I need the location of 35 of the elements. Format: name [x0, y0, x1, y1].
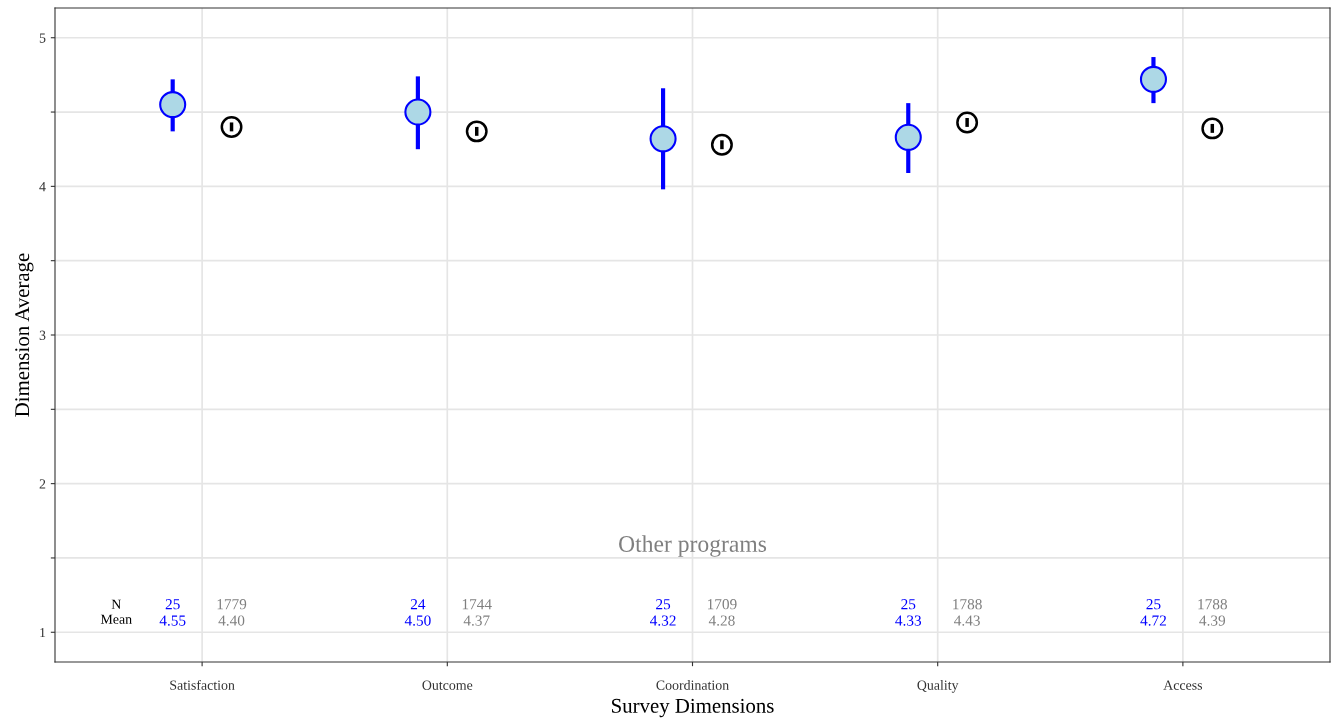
annotation: 4.72 — [1140, 615, 1166, 626]
annotation: 25 — [901, 599, 916, 610]
annotation: 25 — [165, 599, 180, 610]
y-tick-label: 4 — [39, 182, 46, 192]
x-tick-label: Coordination — [656, 680, 729, 690]
x-tick-label: Satisfaction — [170, 679, 235, 690]
annotation: 4.40 — [218, 615, 245, 626]
annotation: Mean — [100, 614, 132, 624]
annotation: 4.39 — [1199, 615, 1226, 626]
annotation: 1788 — [953, 599, 982, 610]
annotation: 1788 — [1198, 599, 1227, 610]
x-tick-label: Access — [1163, 680, 1203, 690]
y-axis-title: Dimension Average — [15, 253, 34, 417]
y-tick-label: 3 — [39, 330, 46, 340]
y-tick-label: 1 — [40, 627, 46, 638]
x-tick-label: Outcome — [422, 680, 473, 690]
y-tick-label: 2 — [39, 479, 46, 489]
x-axis-title: Survey Dimensions — [612, 698, 774, 718]
annotation: 24 — [410, 599, 426, 610]
annotation: 4.33 — [895, 615, 922, 626]
annotation: 4.28 — [708, 615, 735, 626]
y-tick-label: 5 — [39, 33, 46, 43]
annotation: N — [111, 599, 121, 609]
annotation: 25 — [1146, 599, 1161, 610]
annotation: 4.43 — [954, 615, 980, 626]
annotation: 4.50 — [404, 615, 431, 626]
x-tick-label: Quality — [917, 680, 959, 693]
annotation: 1709 — [707, 599, 737, 610]
annotation: 4.55 — [159, 615, 186, 626]
annotation: 4.37 — [463, 615, 490, 626]
text: Other programs — [619, 535, 767, 557]
annotation: 1744 — [462, 599, 492, 610]
annotation: 4.32 — [650, 615, 676, 626]
annotation: 1779 — [217, 599, 247, 610]
annotation: 25 — [656, 599, 671, 610]
